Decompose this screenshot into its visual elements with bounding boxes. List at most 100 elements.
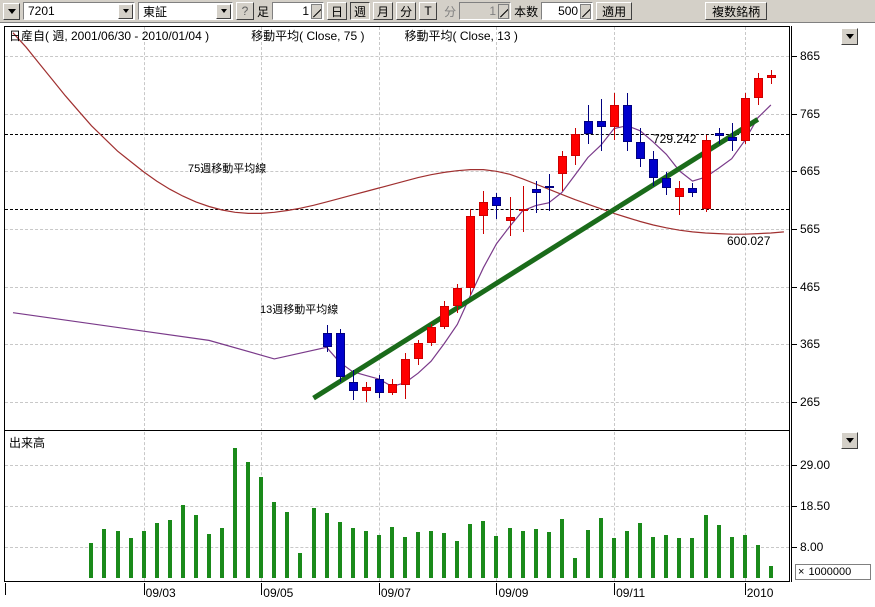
axis-tick <box>791 402 797 404</box>
volume-bar <box>259 477 263 578</box>
multiply-icon: × <box>798 566 805 578</box>
candle-body <box>401 358 410 385</box>
count-spinner[interactable]: 500 <box>541 2 594 20</box>
gridline <box>5 402 789 404</box>
candle-body <box>675 188 684 198</box>
volume-bar <box>625 531 629 578</box>
market-chevron[interactable] <box>216 3 231 19</box>
volume-bar <box>116 530 120 578</box>
volume-multiplier-value: 1000000 <box>808 566 852 578</box>
candle-body <box>479 201 488 216</box>
bar-interval-spinner[interactable]: 1 <box>272 2 325 20</box>
volume-bar <box>338 522 342 578</box>
time-axis-label: 09/05 <box>263 586 294 600</box>
volume-bar <box>704 515 708 578</box>
volume-bar <box>717 525 721 578</box>
value-axis-line <box>791 26 792 582</box>
legend-title: 日産自( 週, 2001/06/30 - 2010/01/04 ) <box>9 29 210 43</box>
time-axis-tick <box>378 583 380 595</box>
gridline <box>5 55 789 57</box>
volume-bar <box>468 523 472 578</box>
price-axis-label: 465 <box>800 279 821 294</box>
chevron-down-icon <box>220 9 227 13</box>
volume-bar <box>351 527 355 578</box>
volume-pane[interactable]: 出来高 <box>5 432 789 581</box>
axis-tick <box>791 465 797 467</box>
candle-body <box>597 121 606 127</box>
volume-bar <box>377 535 381 578</box>
volume-bar <box>690 538 694 578</box>
spinner-icon[interactable] <box>580 3 592 19</box>
legend-ma75: 移動平均( Close, 75 ) <box>251 29 365 43</box>
candle-body <box>584 121 593 134</box>
price-scale-down-button[interactable] <box>841 28 858 45</box>
chevron-down-icon <box>845 438 854 443</box>
volume-bar <box>89 543 93 578</box>
price-pane[interactable]: 729.242 600.027 75週移動平均線 13週移動平均線 日産自( 週… <box>5 27 789 431</box>
symbol-code-combo[interactable]: 7201 <box>23 2 135 20</box>
chevron-down-icon <box>7 8 16 14</box>
candle-body <box>636 141 645 160</box>
volume-bar <box>272 502 276 578</box>
candle-body <box>375 379 384 394</box>
time-axis-tick <box>5 583 6 595</box>
symbol-list-button[interactable] <box>3 2 20 20</box>
volume-bar <box>168 519 172 578</box>
time-axis-label: 09/09 <box>498 586 529 600</box>
volume-bar <box>246 462 250 578</box>
candle-wick <box>549 174 550 212</box>
candle-wick <box>679 181 680 215</box>
axis-tick <box>791 171 797 173</box>
spinner-icon[interactable] <box>498 3 510 19</box>
price-axis-label: 365 <box>800 337 821 352</box>
price-axis-label: 665 <box>800 164 821 179</box>
volume-bar <box>429 531 433 578</box>
volume-bar <box>298 552 302 578</box>
period-button-week[interactable]: 週 <box>350 2 371 20</box>
volume-bar <box>612 537 616 578</box>
volume-bar <box>651 536 655 578</box>
volume-bar <box>547 532 551 578</box>
time-axis-tick <box>614 583 616 595</box>
candle-body <box>466 215 475 289</box>
chevron-down-icon <box>845 34 854 39</box>
period-button-day[interactable]: 日 <box>327 2 348 20</box>
volume-bar <box>560 518 564 578</box>
volume-axis-label: 29.00 <box>800 458 831 473</box>
time-axis-label: 09/11 <box>616 586 646 600</box>
candle-body <box>610 104 619 127</box>
volume-bar <box>677 537 681 578</box>
volume-multiplier: × 1000000 <box>795 564 871 580</box>
minute-label: 分 <box>444 4 457 19</box>
candle-wick <box>510 197 511 237</box>
time-axis-tick <box>744 583 746 595</box>
market-combo[interactable]: 東証 <box>138 2 233 20</box>
period-button-minute[interactable]: 分 <box>396 2 417 20</box>
period-button-month[interactable]: 月 <box>373 2 394 20</box>
symbol-code-chevron[interactable] <box>118 3 133 19</box>
volume-bar <box>481 520 485 578</box>
minute-interval-spinner[interactable]: 1 <box>459 2 512 20</box>
candle-wick <box>719 128 720 145</box>
plot-area[interactable]: 729.242 600.027 75週移動平均線 13週移動平均線 日産自( 週… <box>4 26 790 582</box>
time-axis-label: 2010 <box>746 586 774 600</box>
volume-scale-down-button[interactable] <box>841 432 858 449</box>
spinner-icon[interactable] <box>311 3 323 19</box>
period-button-tick[interactable]: T <box>419 2 438 20</box>
volume-bar <box>142 531 146 578</box>
price-axis-label: 865 <box>800 48 821 63</box>
time-axis-tick <box>261 583 263 595</box>
gridline <box>5 506 789 508</box>
volume-bar <box>390 526 394 578</box>
multi-symbol-button[interactable]: 複数銘柄 <box>705 2 768 20</box>
gridline <box>5 171 789 173</box>
time-axis-tick <box>496 583 498 595</box>
time-axis: 09/03 09/05 09/07 09/09 09/11 2010 <box>4 583 790 607</box>
help-button[interactable]: ? <box>236 2 254 20</box>
candle-body <box>545 185 554 188</box>
volume-bar <box>181 504 185 578</box>
candle-wick <box>366 381 367 403</box>
candle-body <box>688 188 697 193</box>
apply-button[interactable]: 適用 <box>596 2 633 20</box>
price-axis-label: 565 <box>800 222 821 236</box>
